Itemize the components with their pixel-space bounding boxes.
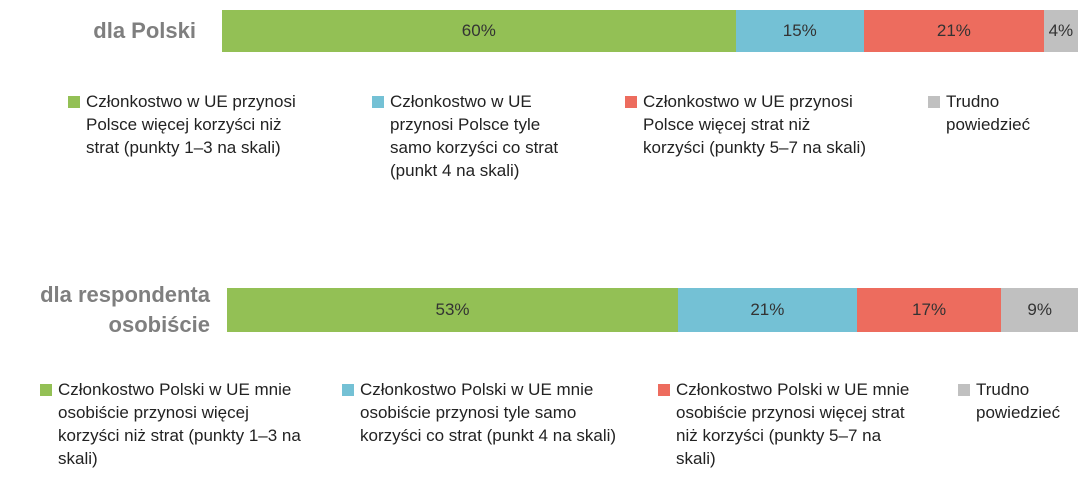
value-label: 15% bbox=[782, 21, 817, 40]
legend-label: Członkostwo Polski w UE mnie osobiście p… bbox=[58, 380, 301, 468]
value-label: 21% bbox=[750, 300, 785, 319]
bar-segment: 21% bbox=[864, 10, 1044, 52]
legend-label: Trudno powiedzieć bbox=[976, 380, 1061, 422]
legend-label: Członkostwo w UE przynosi Polsce więcej … bbox=[643, 92, 866, 157]
legend-swatch bbox=[658, 384, 670, 396]
legend-label: Członkostwo w UE przynosi Polsce tyle sa… bbox=[390, 92, 559, 180]
bar-segment: 9% bbox=[1001, 288, 1078, 332]
legend-swatch bbox=[68, 96, 80, 108]
legend-item: Trudno powiedzieć bbox=[958, 378, 1081, 424]
legend-item: Członkostwo w UE przynosi Polsce więcej … bbox=[625, 90, 870, 159]
legend-label: Członkostwo Polski w UE mnie osobiście p… bbox=[676, 380, 910, 468]
legend-item: Członkostwo Polski w UE mnie osobiście p… bbox=[40, 378, 305, 470]
legend-swatch bbox=[625, 96, 637, 108]
value-label: 17% bbox=[912, 300, 947, 319]
category-label: dla respondenta osobiście bbox=[40, 282, 210, 337]
bar-segment: 4% bbox=[1043, 10, 1078, 52]
legend-item: Członkostwo Polski w UE mnie osobiście p… bbox=[342, 378, 627, 447]
legend-item: Członkostwo Polski w UE mnie osobiście p… bbox=[658, 378, 918, 470]
legend-swatch bbox=[342, 384, 354, 396]
value-label: 53% bbox=[435, 300, 470, 319]
legend-swatch bbox=[928, 96, 940, 108]
bar-segment: 21% bbox=[678, 288, 857, 332]
legend-item: Trudno powiedzieć bbox=[928, 90, 1081, 136]
legend-item: Członkostwo w UE przynosi Polsce więcej … bbox=[68, 90, 318, 159]
bar-segment: 17% bbox=[856, 288, 1002, 332]
bar-segment: 60% bbox=[222, 10, 736, 52]
legend-swatch bbox=[372, 96, 384, 108]
legend-item: Członkostwo w UE przynosi Polsce tyle sa… bbox=[372, 90, 572, 182]
value-label: 4% bbox=[1048, 21, 1074, 40]
value-label: 60% bbox=[461, 21, 496, 40]
legend-label: Trudno powiedzieć bbox=[946, 92, 1031, 134]
legend-label: Członkostwo Polski w UE mnie osobiście p… bbox=[360, 380, 617, 445]
bar-segment: 15% bbox=[735, 10, 864, 52]
legend-swatch bbox=[958, 384, 970, 396]
legend-label: Członkostwo w UE przynosi Polsce więcej … bbox=[86, 92, 296, 157]
legend-swatch bbox=[40, 384, 52, 396]
category-label: dla Polski bbox=[93, 18, 196, 43]
bar-segment: 53% bbox=[227, 288, 679, 332]
value-label: 9% bbox=[1027, 300, 1052, 319]
value-label: 21% bbox=[936, 21, 971, 40]
